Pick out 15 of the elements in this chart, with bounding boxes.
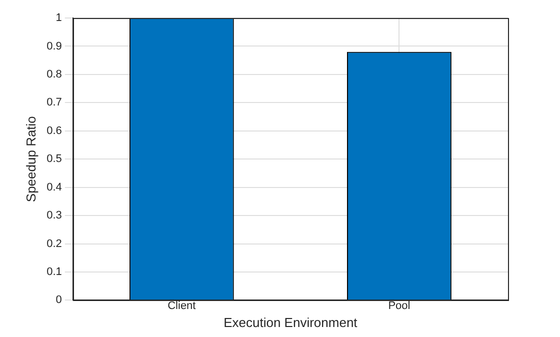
y-tick-label: 0.2 <box>46 238 62 250</box>
y-axis-title: Speedup Ratio <box>23 116 38 202</box>
y-tick-label: 0.3 <box>46 210 62 222</box>
y-tick-label: 0.6 <box>46 124 62 137</box>
y-tick-label: 0.8 <box>46 68 62 80</box>
y-tick-label: 0.4 <box>46 181 62 194</box>
y-tick-label: 0.7 <box>46 96 62 109</box>
y-tick-label: 0 <box>56 294 62 306</box>
y-tick-label: 0.5 <box>46 153 62 166</box>
y-tick-label: 0.1 <box>46 266 62 278</box>
y-tick-label: 0.9 <box>46 40 62 52</box>
x-tick-label: Pool <box>388 300 410 312</box>
x-axis-title: Execution Environment <box>224 314 358 330</box>
x-tick-label: Client <box>168 300 196 312</box>
y-tick-label: 1 <box>56 12 62 24</box>
